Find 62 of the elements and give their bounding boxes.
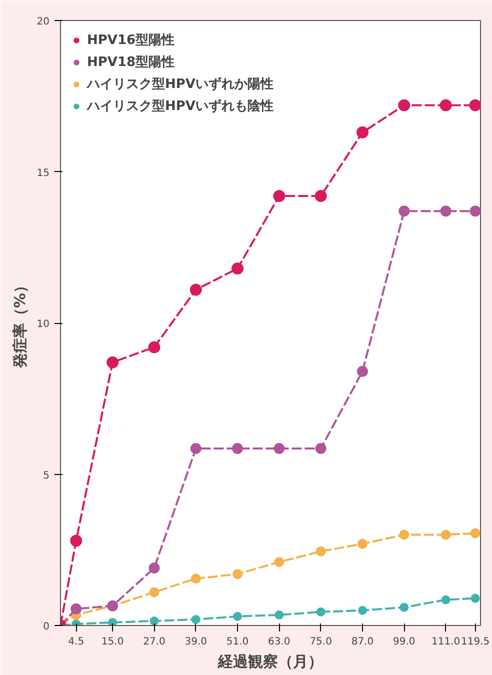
legend-label: HPV16型陽性 bbox=[87, 32, 175, 49]
point bbox=[316, 607, 326, 616]
y-tick-label: 5 bbox=[43, 470, 50, 482]
point bbox=[356, 366, 368, 377]
x-tick-label: 51.0 bbox=[226, 636, 249, 648]
point bbox=[316, 546, 326, 556]
point bbox=[191, 614, 200, 624]
x-tick-label: 63.0 bbox=[268, 636, 290, 648]
point bbox=[440, 530, 451, 540]
point bbox=[470, 528, 480, 538]
x-tick-label: 15.0 bbox=[101, 636, 124, 648]
point bbox=[150, 616, 159, 626]
point bbox=[399, 530, 410, 540]
point bbox=[440, 99, 452, 112]
x-tick-label: 75.0 bbox=[310, 636, 332, 648]
legend-label: HPV18型陽性 bbox=[87, 54, 175, 71]
point bbox=[148, 562, 160, 574]
x-tick-label: 39.0 bbox=[184, 636, 208, 648]
point bbox=[70, 534, 82, 547]
point bbox=[273, 190, 286, 202]
point bbox=[70, 603, 82, 614]
point bbox=[274, 610, 284, 620]
point bbox=[190, 574, 201, 584]
point bbox=[149, 587, 160, 598]
point bbox=[358, 606, 367, 615]
point bbox=[232, 262, 244, 275]
x-tick-label: 111.0 bbox=[431, 636, 460, 648]
point bbox=[190, 443, 202, 454]
x-tick-label: 27.0 bbox=[143, 636, 166, 648]
x-axis-title: 経過観察（月） bbox=[217, 652, 323, 670]
x-tick-label: 99.0 bbox=[393, 636, 416, 648]
point bbox=[398, 99, 410, 112]
point bbox=[274, 556, 284, 567]
point bbox=[398, 206, 410, 217]
point bbox=[314, 190, 327, 202]
y-tick-label: 20 bbox=[36, 16, 50, 28]
point bbox=[470, 206, 480, 217]
point bbox=[440, 206, 452, 217]
x-tick-label: 87.0 bbox=[351, 636, 374, 648]
x-tick-label: 4.5 bbox=[68, 636, 84, 648]
y-tick-label: 10 bbox=[36, 319, 50, 330]
y-tick-label: 15 bbox=[36, 168, 50, 179]
x-tick-label: 119.5 bbox=[460, 636, 490, 648]
legend-label: ハイリスク型HPVいずれも陰性 bbox=[87, 98, 274, 115]
point bbox=[274, 443, 285, 454]
point bbox=[357, 538, 368, 549]
point bbox=[315, 443, 326, 454]
point bbox=[148, 341, 160, 354]
point bbox=[108, 618, 118, 626]
y-axis-title: 発症率（%） bbox=[10, 278, 29, 370]
point bbox=[400, 602, 409, 612]
point bbox=[233, 612, 242, 621]
point bbox=[470, 594, 480, 603]
point bbox=[106, 356, 119, 368]
point bbox=[232, 443, 244, 454]
legend-label: ハイリスク型HPVいずれか陽性 bbox=[87, 76, 274, 93]
point bbox=[469, 99, 480, 112]
y-tick-label: 0 bbox=[43, 622, 50, 632]
point bbox=[190, 284, 202, 296]
point bbox=[441, 595, 450, 604]
point bbox=[356, 126, 368, 138]
point bbox=[232, 569, 243, 580]
